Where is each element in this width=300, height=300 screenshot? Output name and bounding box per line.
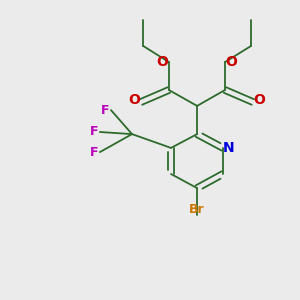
Text: F: F [101, 103, 109, 117]
Text: O: O [128, 93, 140, 106]
Text: F: F [90, 125, 98, 139]
Text: Br: Br [189, 203, 205, 216]
Text: O: O [226, 55, 238, 69]
Text: O: O [254, 93, 266, 106]
Text: O: O [156, 55, 168, 69]
Text: N: N [223, 141, 234, 155]
Text: F: F [90, 146, 98, 159]
